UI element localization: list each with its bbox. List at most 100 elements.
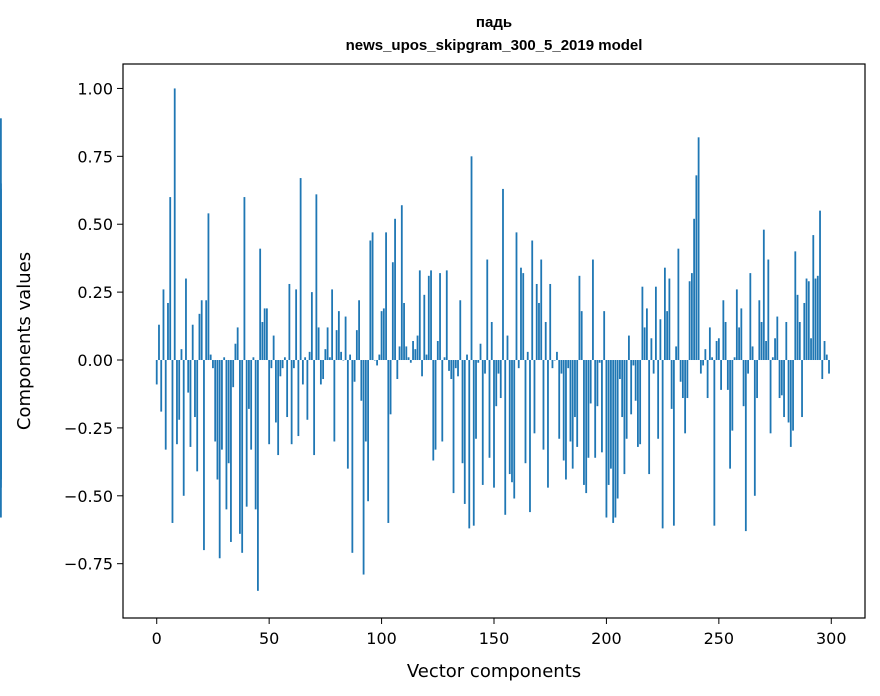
x-axis-label: Vector components bbox=[407, 661, 581, 682]
bar bbox=[288, 283, 291, 361]
x-axis-ticks: 0 50 100 150 200 250 300 bbox=[152, 618, 847, 648]
bar bbox=[486, 259, 489, 361]
bar bbox=[412, 341, 414, 361]
bar bbox=[470, 156, 473, 361]
bar bbox=[765, 341, 767, 361]
bar bbox=[380, 311, 383, 361]
bar bbox=[569, 360, 572, 442]
bar-series bbox=[0, 88, 830, 591]
bar bbox=[708, 327, 711, 361]
bar bbox=[257, 360, 259, 591]
bar bbox=[637, 360, 639, 447]
bar bbox=[306, 360, 309, 420]
bar bbox=[598, 360, 601, 363]
bar bbox=[443, 357, 446, 361]
bar bbox=[650, 338, 653, 361]
bar bbox=[490, 321, 493, 361]
bar bbox=[479, 343, 482, 361]
bar bbox=[583, 360, 585, 485]
bar bbox=[421, 360, 423, 377]
bar bbox=[425, 354, 428, 361]
bar bbox=[641, 286, 644, 361]
bar bbox=[241, 360, 244, 553]
bar bbox=[774, 338, 776, 361]
bar bbox=[283, 357, 286, 361]
bar bbox=[472, 360, 475, 526]
bar bbox=[643, 327, 646, 361]
bar bbox=[749, 273, 752, 361]
bar bbox=[520, 267, 522, 361]
bar bbox=[524, 360, 527, 464]
y-tick-label: 0.50 bbox=[77, 215, 113, 234]
bar bbox=[699, 360, 702, 374]
bar bbox=[270, 360, 273, 369]
bar bbox=[785, 321, 788, 361]
bar bbox=[623, 360, 626, 475]
bar bbox=[331, 289, 334, 361]
bar bbox=[232, 360, 235, 388]
plot-frame bbox=[122, 63, 866, 619]
bar bbox=[349, 354, 351, 361]
bar bbox=[735, 289, 738, 361]
bar bbox=[364, 360, 367, 442]
chart-title-line-2: news_upos_skipgram_300_5_2019 model bbox=[346, 37, 643, 54]
bar bbox=[427, 275, 430, 361]
bar bbox=[337, 311, 340, 361]
y-tick-label: −0.50 bbox=[64, 487, 113, 506]
y-tick-label: 0.25 bbox=[77, 283, 113, 302]
bar bbox=[272, 335, 275, 361]
bar bbox=[592, 259, 594, 361]
bar bbox=[405, 346, 408, 361]
bar bbox=[823, 341, 826, 361]
bar bbox=[713, 360, 716, 526]
bar bbox=[661, 360, 664, 529]
bar bbox=[454, 360, 457, 369]
bar bbox=[268, 360, 271, 445]
bar bbox=[301, 360, 304, 385]
bar bbox=[733, 357, 736, 361]
bar bbox=[230, 360, 232, 542]
bar bbox=[158, 324, 160, 361]
chart-title-line-1: падь bbox=[476, 14, 512, 31]
bar bbox=[160, 360, 163, 412]
bar bbox=[502, 188, 504, 361]
bar bbox=[686, 360, 689, 399]
bar bbox=[695, 175, 698, 361]
bar bbox=[596, 360, 599, 407]
bar bbox=[227, 360, 230, 464]
bar bbox=[556, 351, 558, 361]
bar bbox=[254, 360, 257, 510]
bar bbox=[605, 360, 608, 518]
bar bbox=[679, 360, 682, 382]
bar bbox=[391, 262, 394, 361]
bar bbox=[769, 360, 772, 434]
bar bbox=[182, 360, 185, 496]
bar bbox=[216, 360, 219, 480]
bar bbox=[416, 335, 419, 361]
bar bbox=[281, 360, 284, 369]
bar bbox=[434, 360, 437, 450]
bar bbox=[720, 360, 722, 390]
bar bbox=[538, 302, 540, 361]
bar bbox=[450, 360, 453, 380]
bar bbox=[567, 360, 570, 369]
bar bbox=[387, 360, 390, 523]
bar bbox=[616, 360, 619, 499]
bar bbox=[756, 360, 758, 399]
bar bbox=[212, 360, 214, 369]
bar bbox=[342, 360, 345, 361]
bar bbox=[248, 360, 250, 409]
bar bbox=[436, 341, 439, 361]
bar bbox=[234, 343, 237, 361]
bar bbox=[504, 360, 507, 515]
bar bbox=[194, 360, 196, 418]
bar bbox=[798, 321, 801, 361]
bar bbox=[200, 300, 203, 361]
bar bbox=[207, 213, 210, 361]
bar bbox=[580, 311, 583, 361]
bar bbox=[221, 360, 223, 450]
bar bbox=[542, 360, 545, 450]
bar bbox=[607, 360, 610, 485]
bar bbox=[724, 321, 727, 361]
bar bbox=[677, 248, 680, 361]
